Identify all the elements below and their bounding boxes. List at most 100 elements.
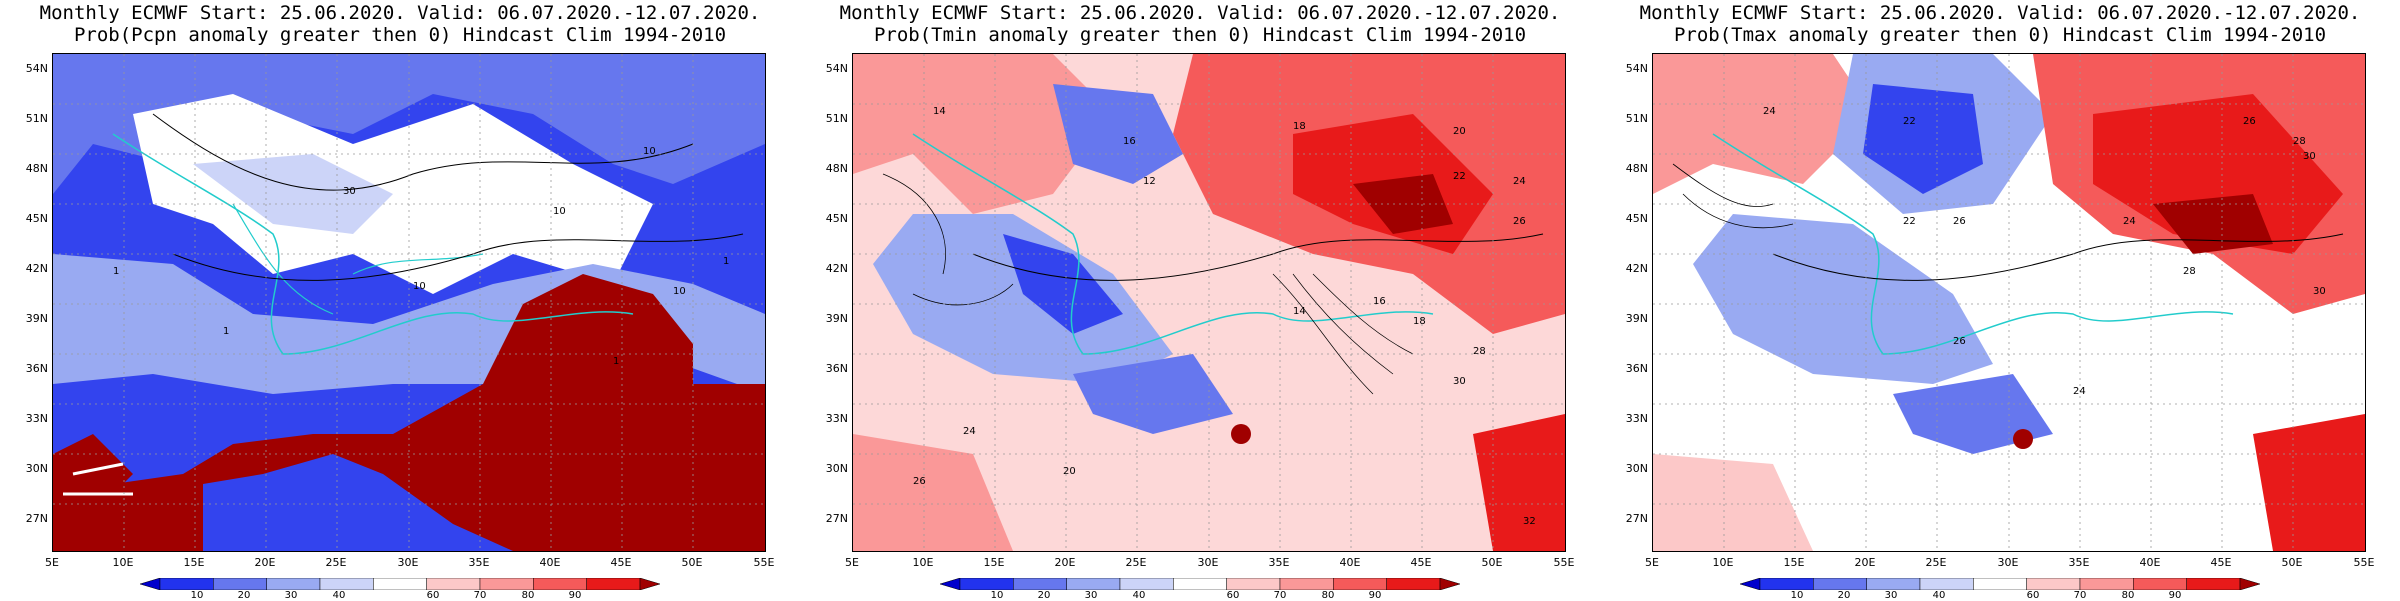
lat-label: 27N: [825, 512, 848, 525]
lat-label: 30N: [825, 462, 848, 475]
lat-label: 54N: [825, 62, 848, 75]
contour-label: 30: [343, 186, 356, 197]
probability-map: 10 30 10 1 10 10 1 1 1: [52, 53, 766, 552]
lat-label: 39N: [25, 312, 48, 325]
lat-label: 48N: [1625, 162, 1648, 175]
colorbar-swatch: [1919, 578, 1974, 590]
colorbar-swatch: [1226, 578, 1281, 590]
colorbar-svg: [1740, 578, 2260, 590]
lon-label: 15E: [983, 556, 1005, 569]
colorbar-swatch: [2026, 578, 2081, 590]
contour-label: 26: [1953, 336, 1966, 347]
lat-label: 54N: [1625, 62, 1648, 75]
lon-label: 40E: [2139, 556, 2161, 569]
contour-label: 26: [2243, 116, 2256, 127]
colorbar-label: 80: [521, 590, 535, 601]
probability-map: 14 16 18 20 22 24 26 12 14 16 18 20 24 2…: [852, 53, 1566, 552]
lon-label: 5E: [45, 556, 59, 569]
colorbar-swatch: [1173, 578, 1227, 590]
lat-label: 33N: [25, 412, 48, 425]
colorbar-label: 20: [1037, 590, 1051, 601]
contour-label: 1: [113, 266, 119, 277]
contour-label: 18: [1413, 316, 1426, 327]
colorbar-swatch: [426, 578, 481, 590]
contour-label: 12: [1143, 176, 1156, 187]
map-panel-pcpn: Monthly ECMWF Start: 25.06.2020. Valid: …: [0, 0, 800, 601]
panel-title-line2: Prob(Tmax anomaly greater then 0) Hindca…: [1673, 24, 2327, 46]
colorbar-swatch: [1279, 578, 1334, 590]
lat-label: 30N: [1625, 462, 1648, 475]
colorbar-label: 30: [284, 590, 298, 601]
colorbar-label: 40: [1932, 590, 1946, 601]
contour-label: 20: [1063, 466, 1076, 477]
contour-label: 18: [1293, 121, 1306, 132]
lat-label: 48N: [25, 162, 48, 175]
lat-label: 42N: [1625, 262, 1648, 275]
contour-label: 24: [1513, 176, 1526, 187]
contour-label: 24: [963, 426, 976, 437]
colorbar-label: 60: [2026, 590, 2040, 601]
lat-label: 51N: [25, 112, 48, 125]
colorbar-label: 90: [1368, 590, 1382, 601]
lon-label: 20E: [254, 556, 276, 569]
lat-label: 39N: [825, 312, 848, 325]
colorbar-swatch: [479, 578, 534, 590]
lat-label: 45N: [1625, 212, 1648, 225]
colorbar-swatch: [1813, 578, 1867, 590]
lon-label: 35E: [1268, 556, 1290, 569]
colorbar-swatch: [140, 578, 161, 590]
colorbar-label: 70: [1273, 590, 1287, 601]
colorbar-label: 20: [237, 590, 251, 601]
colorbar-label: 70: [473, 590, 487, 601]
lon-label: 25E: [325, 556, 347, 569]
colorbar-label: 70: [2073, 590, 2087, 601]
contour-label: 16: [1373, 296, 1386, 307]
lat-label: 42N: [825, 262, 848, 275]
colorbar-swatch: [1386, 578, 1441, 590]
lon-label: 25E: [1925, 556, 1947, 569]
contour-label: 16: [1123, 136, 1136, 147]
colorbar-label: 80: [2121, 590, 2135, 601]
lon-label: 55E: [1553, 556, 1575, 569]
lat-label: 33N: [825, 412, 848, 425]
contour-label: 28: [2183, 266, 2196, 277]
lon-label: 55E: [753, 556, 775, 569]
lon-label: 35E: [2068, 556, 2090, 569]
contour-label: 30: [1453, 376, 1466, 387]
lat-label: 33N: [1625, 412, 1648, 425]
lon-label: 40E: [539, 556, 561, 569]
contour-label: 20: [1453, 126, 1466, 137]
colorbar: [140, 578, 660, 590]
colorbar-swatch: [959, 578, 1014, 590]
contour-label: 26: [1953, 216, 1966, 227]
lon-label: 50E: [2281, 556, 2303, 569]
lon-label: 10E: [112, 556, 134, 569]
colorbar-swatch: [2186, 578, 2241, 590]
lon-label: 10E: [912, 556, 934, 569]
colorbar-label: 20: [1837, 590, 1851, 601]
lat-label: 36N: [825, 362, 848, 375]
contour-label: 1: [613, 356, 619, 367]
lon-label: 45E: [2210, 556, 2232, 569]
lat-label: 39N: [1625, 312, 1648, 325]
contour-label: 30: [2303, 151, 2316, 162]
colorbar-label: 90: [2168, 590, 2182, 601]
colorbar-swatch: [266, 578, 321, 590]
colorbar-swatch: [639, 578, 660, 590]
colorbar-swatch: [1013, 578, 1067, 590]
colorbar: [1740, 578, 2260, 590]
contour-label: 22: [1903, 216, 1916, 227]
lon-label: 30E: [1997, 556, 2019, 569]
panel-title-line2: Prob(Tmin anomaly greater then 0) Hindca…: [873, 24, 1527, 46]
colorbar-swatch: [1759, 578, 1814, 590]
contour-label: 24: [2123, 216, 2136, 227]
lon-label: 45E: [1410, 556, 1432, 569]
map-canvas: 10 30 10 1 10 10 1 1 1: [53, 54, 765, 551]
colorbar-swatch: [319, 578, 374, 590]
lon-label: 15E: [1783, 556, 1805, 569]
colorbar-swatch: [2133, 578, 2187, 590]
colorbar-label: 30: [1884, 590, 1898, 601]
colorbar-swatch: [213, 578, 267, 590]
lon-label: 15E: [183, 556, 205, 569]
contour-label: 22: [1903, 116, 1916, 127]
